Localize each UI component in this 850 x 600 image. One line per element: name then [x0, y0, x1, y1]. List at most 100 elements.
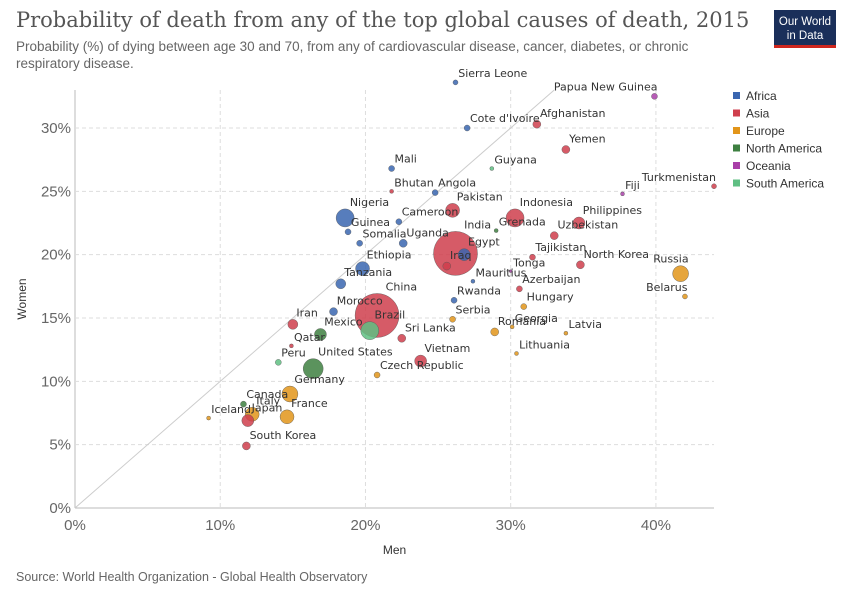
data-point[interactable] [449, 316, 456, 323]
chart-subtitle: Probability (%) of dying between age 30 … [16, 39, 689, 71]
data-point[interactable] [389, 189, 394, 194]
data-point[interactable] [344, 228, 352, 236]
data-point[interactable] [563, 331, 569, 336]
data-point[interactable] [672, 265, 689, 282]
point-label: Germany [294, 373, 345, 386]
data-point[interactable] [651, 93, 658, 100]
data-point[interactable] [373, 371, 381, 379]
point-label: Latvia [568, 318, 602, 331]
point-labels-layer: China India United States Indonesia Nigeria B… [211, 67, 716, 442]
point-label: Sri Lanka [405, 321, 456, 334]
data-point[interactable] [445, 203, 460, 218]
point-label: Azerbaijan [522, 273, 580, 286]
data-point[interactable] [442, 261, 451, 271]
point-label: Rwanda [457, 284, 501, 297]
data-point[interactable] [397, 334, 406, 343]
data-point[interactable] [572, 216, 586, 230]
data-point[interactable] [470, 279, 476, 284]
data-point[interactable] [532, 119, 542, 129]
point-label: Sierra Leone [458, 67, 527, 80]
data-point[interactable] [388, 165, 395, 172]
data-point[interactable] [329, 307, 338, 316]
legend-label[interactable]: North America [746, 142, 822, 156]
legend-label[interactable]: Oceania [746, 159, 791, 173]
data-point[interactable] [281, 385, 299, 403]
data-point[interactable] [356, 240, 363, 247]
point-label: Russia [653, 253, 688, 266]
point-label: Canada [246, 388, 288, 401]
point-label: Nigeria [350, 196, 389, 209]
point-label: Mexico [324, 315, 363, 328]
point-label: Turkmenistan [641, 171, 716, 184]
point-label: Guyana [494, 154, 536, 167]
data-point[interactable] [241, 414, 255, 427]
data-point[interactable] [414, 354, 427, 368]
data-point[interactable] [287, 319, 299, 330]
point-label: Angola [438, 177, 476, 190]
legend-label[interactable]: South America [746, 177, 824, 191]
legend-label[interactable]: Africa [746, 89, 777, 103]
data-point[interactable] [279, 409, 295, 424]
data-point[interactable] [576, 260, 585, 269]
data-point[interactable] [550, 231, 559, 240]
reference-line [74, 89, 555, 509]
data-point[interactable] [514, 351, 519, 356]
source-note[interactable]: Source: World Health Organization - Glob… [16, 570, 368, 584]
data-point[interactable] [335, 208, 355, 228]
data-point[interactable] [289, 343, 294, 349]
point-label: Yemen [568, 133, 606, 146]
point-label: Philippines [583, 204, 643, 217]
legend-label[interactable]: Europe [746, 124, 785, 138]
legend-swatch [733, 109, 740, 117]
data-point[interactable] [450, 297, 458, 304]
data-point[interactable] [463, 124, 471, 132]
point-label: Vietnam [424, 342, 470, 355]
data-point[interactable] [275, 359, 282, 366]
data-point[interactable] [682, 293, 688, 300]
data-point[interactable] [520, 303, 527, 310]
point-label: Japan [251, 402, 283, 415]
data-point[interactable] [206, 415, 211, 421]
data-point[interactable] [529, 254, 536, 261]
point-label: Pakistan [457, 190, 503, 203]
legend-label[interactable]: Asia [746, 107, 770, 121]
data-point[interactable] [493, 228, 499, 233]
point-label: India [464, 218, 491, 231]
data-point[interactable] [355, 261, 370, 276]
data-point[interactable] [490, 327, 499, 337]
data-point[interactable] [509, 324, 515, 330]
data-point[interactable] [711, 183, 717, 189]
x-axis-title: Men [383, 543, 406, 557]
point-label: South Korea [250, 429, 317, 442]
data-point[interactable] [508, 269, 513, 273]
x-tick-label: 20% [350, 517, 380, 534]
data-point[interactable] [516, 285, 523, 293]
data-point[interactable] [360, 321, 380, 340]
data-point[interactable] [620, 191, 625, 197]
point-label: Grenada [499, 216, 546, 229]
point-label: Indonesia [520, 196, 573, 209]
data-point[interactable] [431, 189, 439, 196]
data-point[interactable] [505, 208, 525, 228]
point-label: Qatar [294, 331, 325, 344]
point-label: Peru [281, 346, 306, 359]
data-point[interactable] [561, 145, 571, 154]
data-point[interactable] [458, 248, 471, 261]
y-tick-label: 25% [41, 183, 71, 200]
x-tick-label: 0% [64, 517, 86, 534]
data-point[interactable] [335, 278, 346, 289]
owid-logo[interactable]: Our World in Data [774, 10, 836, 48]
point-label: China [386, 280, 417, 293]
legend: Africa Asia Europe North America Oceania Sout… [733, 89, 824, 191]
data-point[interactable] [242, 441, 251, 451]
data-point[interactable] [489, 166, 495, 171]
data-point[interactable] [314, 328, 327, 341]
data-point[interactable] [302, 358, 324, 379]
data-point[interactable] [240, 400, 247, 408]
x-tick-label: 30% [496, 517, 526, 534]
y-tick-label: 30% [41, 120, 71, 137]
point-label: Uzbekistan [557, 219, 618, 232]
data-point[interactable] [395, 218, 403, 225]
data-point[interactable] [399, 239, 408, 248]
data-point[interactable] [452, 79, 459, 86]
